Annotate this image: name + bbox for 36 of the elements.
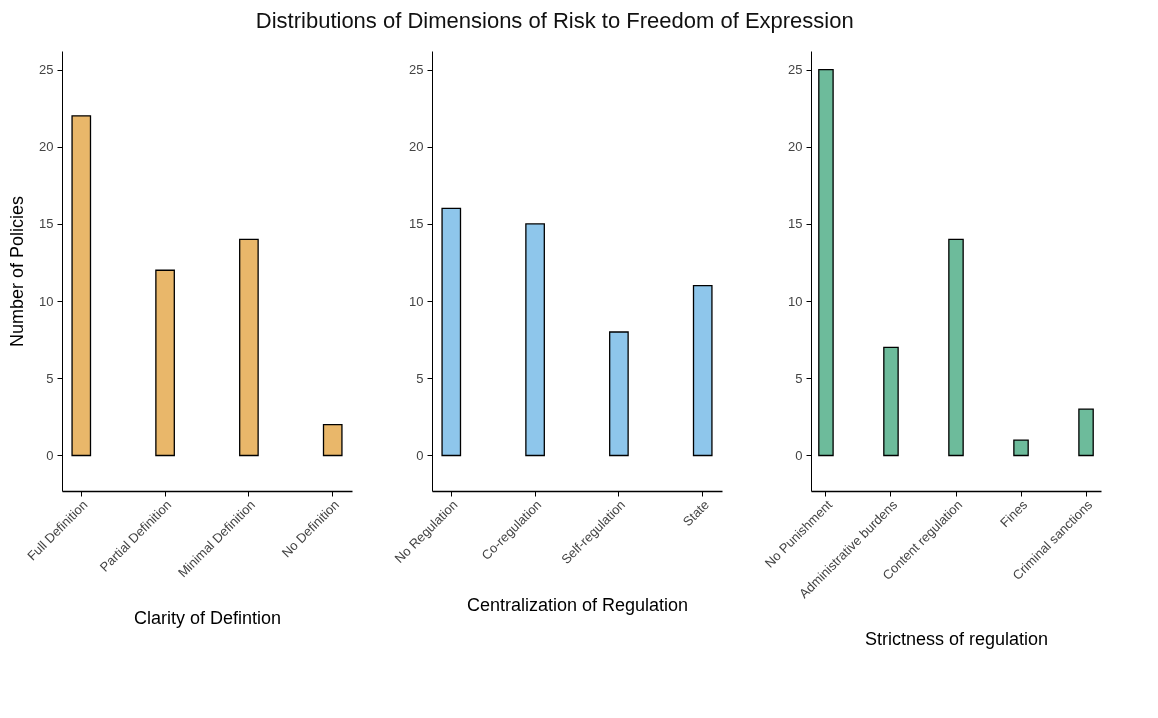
bar xyxy=(239,238,259,457)
bar xyxy=(525,223,545,457)
y-tick-label: 20 xyxy=(39,139,54,155)
bar xyxy=(441,207,462,457)
text: Distributions of Dimensions of Risk to Freedom of Expression xyxy=(255,8,854,33)
x-axis-title: Centralization of Regulation xyxy=(466,594,689,615)
y-tick-label: 10 xyxy=(39,293,54,309)
bar xyxy=(883,346,899,457)
x-axis-title: Strictness of regulation xyxy=(864,629,1049,650)
y-tick-label: 15 xyxy=(788,216,803,232)
y-tick-label: 0 xyxy=(795,447,803,463)
bar xyxy=(609,331,629,457)
y-tick-label: 0 xyxy=(46,447,54,463)
y-tick-label: 20 xyxy=(788,139,803,155)
y-tick-label: 15 xyxy=(39,216,54,232)
y-tick-label: 25 xyxy=(788,62,803,78)
bar xyxy=(818,68,834,457)
x-axis-title: Clarity of Defintion xyxy=(133,608,282,629)
bar xyxy=(1078,408,1094,457)
y-tick-label: 25 xyxy=(39,62,54,78)
y-tick-label: 10 xyxy=(409,293,424,309)
bar xyxy=(71,115,92,457)
y-axis-title: Number of Policies xyxy=(7,195,28,348)
bar xyxy=(692,285,713,457)
y-tick-label: 10 xyxy=(788,293,803,309)
bar xyxy=(1013,439,1029,457)
y-tick-label: 25 xyxy=(409,62,424,78)
bar xyxy=(948,238,964,457)
y-tick-label: 5 xyxy=(795,370,803,386)
y-tick-label: 20 xyxy=(409,139,424,155)
bar xyxy=(155,269,175,457)
y-tick-label: 5 xyxy=(416,370,424,386)
y-tick-label: 15 xyxy=(409,216,424,232)
y-tick-label: 0 xyxy=(416,447,424,463)
bar xyxy=(322,423,343,457)
y-tick-label: 5 xyxy=(46,370,54,386)
